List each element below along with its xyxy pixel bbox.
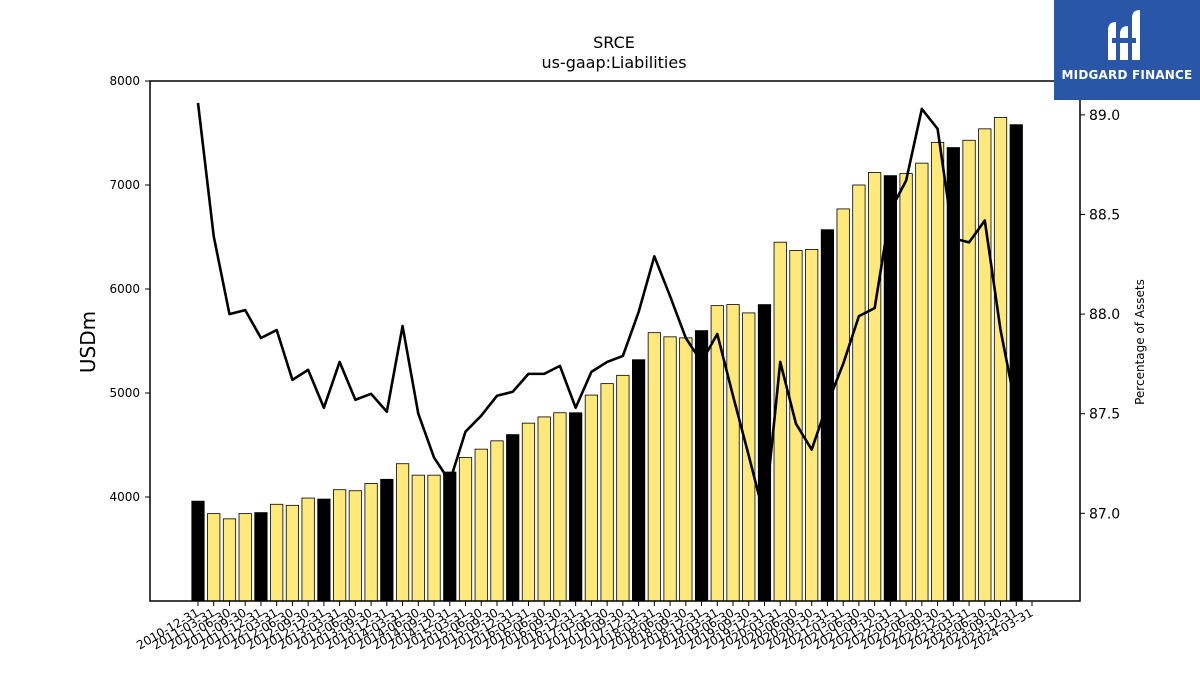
- bar: [348, 490, 362, 602]
- y2-axis-label: Percentage of Assets: [1133, 279, 1147, 405]
- bar: [222, 518, 237, 602]
- bar: [411, 474, 425, 602]
- bar: [805, 249, 819, 602]
- bar: [663, 336, 677, 602]
- bar: [930, 141, 945, 602]
- bar: [584, 394, 599, 602]
- y-tick-label: 5000: [109, 386, 140, 400]
- bar: [285, 504, 300, 602]
- bar: [207, 513, 221, 602]
- bar: [333, 489, 347, 602]
- chart-subtitle: us-gaap:Liabilities: [541, 53, 686, 72]
- y2-tick-label: 88.0: [1089, 307, 1120, 323]
- bar: [317, 498, 331, 602]
- chart-title: SRCE: [593, 33, 635, 52]
- bar: [679, 337, 693, 602]
- y2-tick-label: 87.0: [1089, 506, 1120, 522]
- pct-of-assets-line: [196, 102, 1018, 519]
- bar: [427, 474, 441, 602]
- bar: [1009, 124, 1023, 602]
- bar: [569, 412, 583, 602]
- y-tick-label: 4000: [109, 490, 140, 504]
- bar: [254, 512, 268, 602]
- bar: [380, 478, 394, 602]
- bar: [395, 463, 410, 602]
- midgard-finance-logo: MIDGARD FINANCE: [1054, 0, 1200, 100]
- y2-tick-label: 89.0: [1089, 108, 1120, 124]
- bar: [852, 184, 866, 602]
- bar: [506, 434, 520, 602]
- bar: [962, 139, 976, 602]
- bar: [726, 304, 740, 602]
- bar: [270, 503, 284, 602]
- bar: [915, 162, 929, 602]
- bar: [474, 448, 488, 602]
- plot-frame: [149, 80, 1081, 602]
- bar: [993, 117, 1008, 602]
- bar: [443, 471, 457, 602]
- bar: [836, 208, 850, 602]
- logo-text: MIDGARD FINANCE: [1061, 68, 1193, 82]
- bar: [868, 172, 882, 602]
- bar: [978, 128, 992, 602]
- y-tick-label: 8000: [109, 74, 140, 88]
- y-tick-label: 7000: [109, 178, 140, 192]
- bar: [490, 440, 504, 602]
- bar: [773, 241, 787, 602]
- bar: [899, 173, 913, 602]
- line-group: [196, 102, 1018, 519]
- bar: [364, 483, 378, 602]
- bar: [238, 513, 252, 602]
- bar: [301, 497, 315, 602]
- bar: [632, 359, 646, 602]
- bars-group: [191, 117, 1023, 602]
- bar: [616, 374, 630, 602]
- bar: [191, 500, 205, 602]
- y2-tick-label: 88.5: [1089, 207, 1120, 223]
- bar: [458, 457, 473, 602]
- bar: [757, 304, 772, 602]
- bar: [537, 416, 551, 602]
- y-tick-label: 6000: [109, 282, 140, 296]
- bar: [647, 332, 661, 602]
- bar: [600, 383, 614, 602]
- bar: [553, 412, 567, 602]
- bar: [694, 330, 709, 602]
- bar: [521, 422, 536, 602]
- logo-mark-icon: [1108, 10, 1140, 60]
- y-axis-label: USDm: [76, 311, 100, 373]
- y2-tick-label: 87.5: [1089, 407, 1120, 423]
- axes-group: 4000 5000 6000 7000 8000 87.0 87.5 88.0 88.5 89.0…: [109, 74, 1120, 652]
